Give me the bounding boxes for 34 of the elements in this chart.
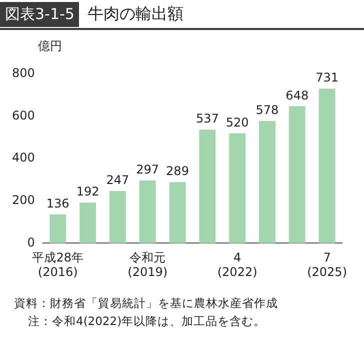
data-label: 136 xyxy=(46,196,70,211)
y-tick-label: 0 xyxy=(27,235,35,250)
text: 図表3-1-5 xyxy=(0,2,80,26)
data-label: 247 xyxy=(106,173,130,188)
bar xyxy=(259,120,276,244)
bar xyxy=(288,106,306,244)
chart-title: 牛肉の輸出額 xyxy=(87,4,184,24)
bar xyxy=(50,214,66,244)
data-label: 731 xyxy=(316,70,338,85)
bar xyxy=(139,180,156,244)
y-tick-label: 800 xyxy=(12,66,35,80)
data-label: 648 xyxy=(286,88,309,102)
bar xyxy=(80,202,96,244)
x-tick-label: 4 (2022) xyxy=(217,250,258,279)
x-tick-label: 令和元 (2019) xyxy=(128,250,168,279)
data-label: 289 xyxy=(166,164,189,178)
y-tick-label: 600 xyxy=(12,108,35,122)
data-label: 297 xyxy=(136,162,160,177)
bar xyxy=(229,133,246,244)
y-tick-label: 400 xyxy=(12,150,35,165)
bar xyxy=(199,130,216,244)
data-label: 537 xyxy=(196,112,219,126)
x-tick-label: 7 (2025) xyxy=(307,250,347,279)
data-label: 578 xyxy=(256,103,279,118)
x-tick-label: 平成28年 (2016) xyxy=(32,250,84,279)
text: 資料：財務省「貿易統計」を基に農林水産省作成 xyxy=(14,295,279,312)
bar xyxy=(169,182,186,244)
data-label: 520 xyxy=(226,115,249,130)
bar xyxy=(318,88,336,244)
data-label: 192 xyxy=(76,184,100,199)
y-tick-label: 200 xyxy=(12,193,35,208)
text: 注：令和4(2022)年以降は、加工品を含む。 xyxy=(27,313,267,330)
y-axis-title: 億円 xyxy=(38,38,62,55)
bar xyxy=(109,190,126,244)
